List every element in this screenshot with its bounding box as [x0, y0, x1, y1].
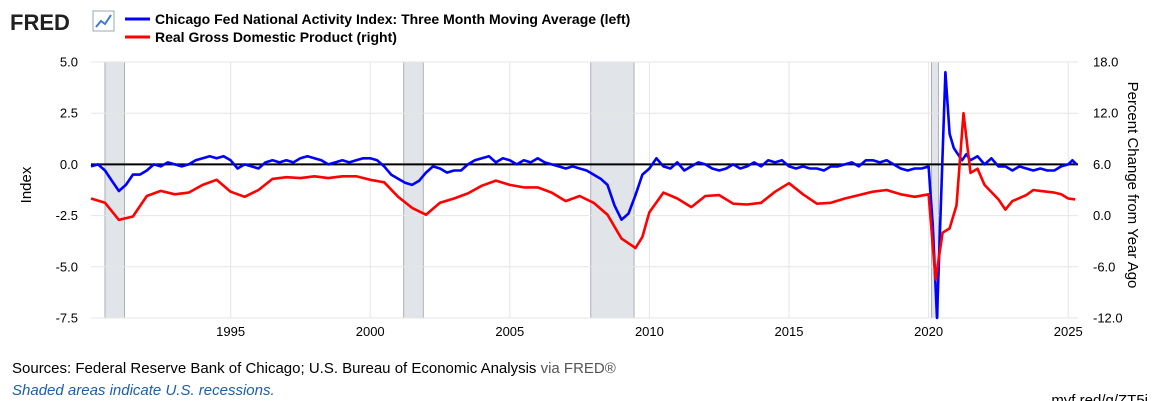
right-axis-ticks: 18.0 12.0 6.0 0.0 -6.0 -12.0	[1093, 55, 1123, 326]
line-chart-icon	[92, 10, 115, 32]
legend-label-cfnai: Chicago Fed National Activity Index: Thr…	[155, 11, 630, 27]
sources-text: Sources: Federal Reserve Bank of Chicago…	[12, 360, 541, 377]
legend-label-gdp: Real Gross Domestic Product (right)	[155, 29, 397, 45]
x-tick-label: 1995	[216, 324, 245, 339]
right-tick-label: 0.0	[1093, 208, 1111, 223]
left-tick-label: -7.5	[56, 311, 78, 326]
right-tick-label: 6.0	[1093, 157, 1111, 172]
right-axis-title: Percent Change from Year Ago	[1124, 82, 1141, 289]
left-tick-label: -2.5	[56, 208, 78, 223]
left-tick-label: -5.0	[56, 259, 78, 274]
sources-note: Sources: Federal Reserve Bank of Chicago…	[12, 360, 616, 377]
x-tick-label: 2010	[635, 324, 664, 339]
right-tick-label: 12.0	[1093, 106, 1118, 121]
legend: Chicago Fed National Activity Index: Thr…	[125, 11, 630, 45]
left-axis-ticks: 5.0 2.5 0.0 -2.5 -5.0 -7.5	[56, 55, 78, 326]
cfnai-series-line	[90, 70, 1078, 320]
left-tick-label: 0.0	[60, 157, 78, 172]
left-axis-title: Index	[18, 166, 35, 203]
right-tick-label: -12.0	[1093, 311, 1123, 326]
recession-note: Shaded areas indicate U.S. recessions.	[12, 382, 275, 399]
x-axis-ticks: 1995 2000 2005 2010 2015 2020 2025	[216, 324, 1083, 339]
right-tick-label: 18.0	[1093, 55, 1118, 70]
fred-logo: FRED	[10, 10, 70, 35]
left-tick-label: 2.5	[60, 106, 78, 121]
x-tick-label: 2020	[914, 324, 943, 339]
short-url-link[interactable]: myf.red/g/ZT5i	[1051, 392, 1148, 401]
right-tick-label: -6.0	[1093, 259, 1115, 274]
recession-band	[590, 61, 635, 319]
x-tick-label: 2015	[775, 324, 804, 339]
via-fred-text: via FRED®	[541, 360, 616, 377]
series-lines	[90, 70, 1078, 320]
recession-bands	[104, 61, 939, 319]
recession-band	[403, 61, 424, 319]
x-tick-label: 2025	[1054, 324, 1083, 339]
gdp-series-line	[90, 111, 1076, 281]
left-tick-label: 5.0	[60, 55, 78, 70]
x-tick-label: 2005	[495, 324, 524, 339]
x-tick-label: 2000	[356, 324, 385, 339]
